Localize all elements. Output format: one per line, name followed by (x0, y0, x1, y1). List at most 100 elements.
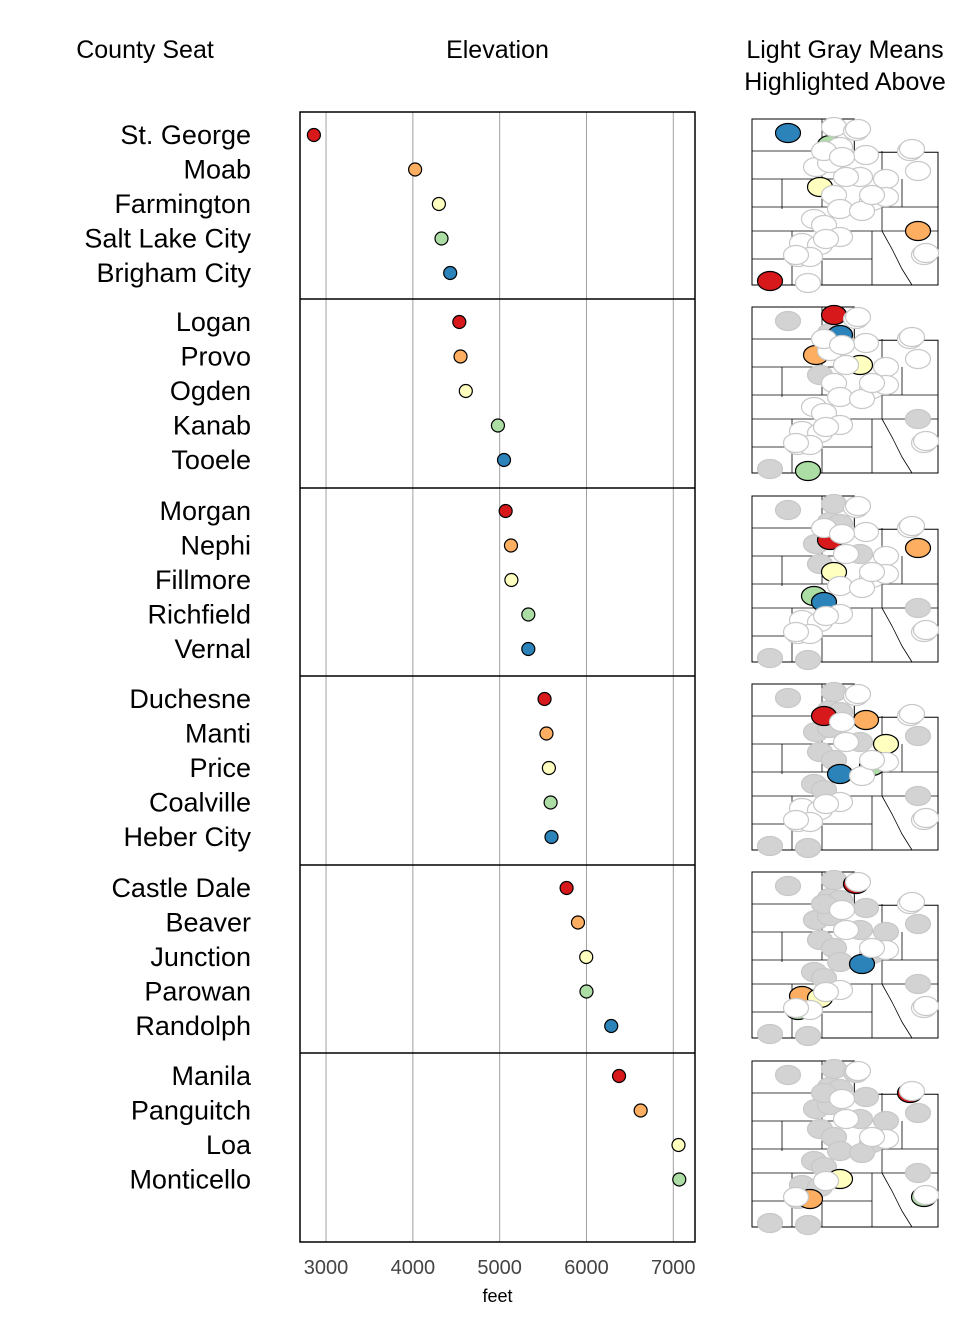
data-point-salt-lake-city (434, 231, 449, 246)
map-county-price (872, 545, 900, 567)
data-point-price (541, 760, 556, 776)
map-county-moab (904, 220, 932, 242)
map-county-x1 (844, 683, 872, 705)
map-county-x8 (782, 997, 810, 1019)
map-county-manti (852, 144, 880, 166)
county-label-kanab: Kanab (173, 411, 251, 441)
county-label-st-george: St. George (120, 120, 251, 150)
map-county-st-george (756, 458, 784, 480)
map-header-line-2: Highlighted Above (744, 68, 946, 96)
map-county-x8 (782, 432, 810, 454)
map-county-x2 (898, 703, 926, 725)
map-header: Light Gray Means Highlighted Above (720, 34, 960, 98)
map-county-manti (852, 332, 880, 354)
map-county-kanab (794, 460, 822, 482)
map-county-heber-city (826, 386, 854, 408)
map-county-x6 (858, 937, 886, 959)
map-county-x1 (844, 495, 872, 517)
data-point-beaver (570, 915, 586, 930)
map-county-x3 (828, 1088, 856, 1110)
map-county-x1 (844, 871, 872, 893)
data-point-ogden (458, 383, 473, 399)
map-county-x6 (858, 184, 886, 206)
county-label-brigham-city: Brigham City (96, 258, 251, 288)
data-point-manila (611, 1068, 627, 1084)
map-county-x5 (832, 166, 860, 188)
map-county-x8 (782, 244, 810, 266)
county-label-heber-city: Heber City (123, 822, 251, 852)
map-county-x3 (828, 899, 856, 921)
map-county-kanab (794, 649, 822, 671)
map-county-price (872, 1110, 900, 1132)
map-county-x3 (828, 711, 856, 733)
data-point-randolph (604, 1018, 619, 1034)
county-label-ogden: Ogden (170, 376, 251, 406)
county-label-vernal: Vernal (174, 634, 251, 664)
map-county-x7 (812, 793, 840, 815)
county-label-salt-lake-city: Salt Lake City (84, 224, 251, 254)
county-label-junction: Junction (150, 942, 251, 972)
micromap-5 (751, 869, 940, 1047)
data-point-morgan (498, 503, 513, 519)
county-label-price: Price (189, 753, 251, 783)
map-county-heber-city (826, 763, 854, 785)
map-county-logan (820, 493, 848, 515)
map-county-x2 (898, 326, 926, 348)
map-county-st-george (756, 270, 784, 292)
map-county-logan (820, 304, 848, 326)
map-county-x3 (828, 523, 856, 545)
county-boundary (881, 230, 913, 286)
map-county-manti (852, 1086, 880, 1108)
x-tick-label: 3000 (304, 1257, 349, 1279)
map-county-brigham-city (774, 1064, 802, 1086)
map-county-x8 (782, 809, 810, 831)
data-point-provo (453, 349, 468, 364)
data-point-fillmore (504, 572, 519, 588)
map-county-st-george (756, 835, 784, 857)
map-county-price (872, 356, 900, 378)
map-county-x6 (858, 561, 886, 583)
data-point-st-george (306, 127, 321, 143)
county-label-farmington: Farmington (114, 189, 251, 219)
county-seat-header: County Seat (76, 36, 214, 64)
data-point-logan (452, 314, 467, 330)
map-county-x9 (912, 619, 940, 641)
map-county-st-george (756, 1212, 784, 1234)
map-county-st-george (756, 647, 784, 669)
data-point-castle-dale (559, 880, 574, 896)
data-point-heber-city (544, 829, 559, 845)
county-boundary (881, 607, 913, 663)
map-county-manti (852, 521, 880, 543)
county-label-tooele: Tooele (171, 445, 251, 475)
map-county-price (872, 921, 900, 943)
map-county-x3 (828, 334, 856, 356)
map-header-line-1: Light Gray Means (746, 36, 944, 64)
micromap-2 (751, 304, 940, 482)
map-county-x9 (912, 430, 940, 452)
map-county-moab (904, 1162, 932, 1184)
map-county-moab (904, 973, 932, 995)
map-county-kanab (794, 837, 822, 859)
panel-frame (299, 111, 696, 1243)
map-county-x5 (832, 731, 860, 753)
county-label-duchesne: Duchesne (129, 684, 251, 714)
data-point-brigham-city (443, 265, 458, 281)
map-county-x5 (832, 354, 860, 376)
map-county-kanab (794, 1214, 822, 1236)
map-county-manti (852, 709, 880, 731)
map-county-brigham-city (774, 499, 802, 521)
map-county-logan (820, 869, 848, 891)
data-point-tooele (496, 452, 512, 468)
map-county-brigham-city (774, 687, 802, 709)
map-county-x6 (858, 749, 886, 771)
county-label-manti: Manti (185, 719, 251, 749)
map-county-heber-city (826, 1140, 854, 1162)
map-county-x1 (844, 306, 872, 328)
map-county-nephi (904, 160, 932, 182)
county-label-richfield: Richfield (147, 600, 251, 630)
map-county-x1 (844, 118, 872, 140)
map-county-x7 (812, 228, 840, 250)
data-point-junction (579, 949, 594, 965)
data-point-moab (408, 162, 423, 177)
county-boundary (881, 983, 913, 1039)
